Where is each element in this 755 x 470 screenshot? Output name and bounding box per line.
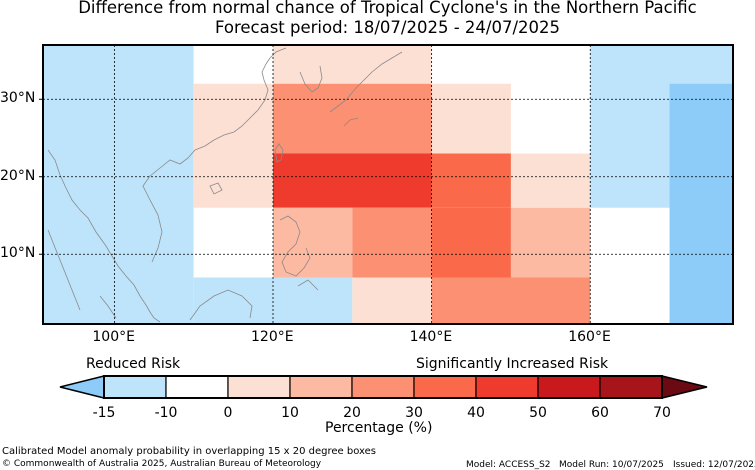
probability-cell — [352, 277, 432, 324]
probability-cell — [273, 207, 353, 278]
probability-cell — [510, 153, 591, 208]
taiwan-coastline — [274, 143, 284, 163]
colorbar-tick-label: 20 — [343, 405, 361, 421]
probability-cell — [193, 83, 273, 208]
footer-model-run: Model Run: 10/07/2025 — [559, 460, 664, 470]
japan-coastline — [329, 51, 403, 127]
colorbar-tick-label: -15 — [92, 405, 116, 421]
colorbar-swatch — [289, 375, 353, 399]
probability-cell — [43, 45, 194, 324]
colorbar-swatch — [227, 375, 291, 399]
probability-cell — [352, 207, 432, 278]
borneo-coastline — [189, 289, 253, 321]
colorbar-swatch — [537, 375, 601, 399]
colorbar-tick-label: 0 — [223, 405, 233, 421]
map-frame — [42, 44, 734, 325]
sumatra-malay-coastline — [47, 229, 117, 319]
longitude-label: 140°E — [409, 329, 453, 345]
probability-cell — [669, 83, 733, 324]
colorbar-swatch — [103, 375, 167, 399]
colorbar — [59, 375, 708, 399]
probability-cell — [273, 83, 432, 154]
footer-model: Model: ACCESS_S2 — [466, 460, 551, 470]
reduced-risk-label: Reduced Risk — [86, 356, 181, 372]
colorbar-swatch — [351, 375, 415, 399]
colorbar-tick-label: -10 — [154, 405, 178, 421]
colorbar-tick-label: 60 — [591, 405, 609, 421]
graticule — [43, 45, 733, 324]
colorbar-tick-label: 70 — [653, 405, 671, 421]
map-title: Difference from normal chance of Tropica… — [78, 0, 697, 17]
increased-risk-label: Significantly Increased Risk — [416, 356, 609, 372]
longitude-label: 100°E — [92, 329, 135, 345]
philippines-coastline — [279, 215, 319, 291]
latitude-label: 10°N — [0, 245, 36, 262]
colorbar-under-arrow — [59, 375, 105, 399]
probability-cells — [43, 45, 733, 324]
colorbar-tick-label: 30 — [405, 405, 423, 421]
colorbar-axis-label: Percentage (%) — [325, 420, 433, 436]
probability-cell — [431, 153, 511, 208]
colorbar-swatch — [599, 375, 663, 399]
colorbar-tick-label: 40 — [467, 405, 485, 421]
probability-cell — [431, 83, 511, 154]
probability-cell — [273, 45, 432, 84]
latitude-label: 20°N — [0, 167, 36, 184]
colorbar-over-arrow — [661, 375, 708, 399]
colorbar-swatch — [475, 375, 539, 399]
footer-issued: Issued: 12/07/2025 — [673, 460, 755, 470]
probability-cell — [431, 277, 591, 324]
coastlines — [47, 47, 403, 323]
axis-ticks — [39, 98, 43, 255]
footer-note: Calibrated Model anomaly probability in … — [2, 446, 377, 457]
asia-coastline — [47, 47, 287, 323]
hainan-coastline — [209, 182, 223, 195]
probability-cell — [510, 207, 591, 278]
footer-copyright: © Commonwealth of Australia 2025, Austra… — [2, 459, 322, 469]
colorbar-tick-label: 10 — [281, 405, 299, 421]
colorbar-swatch — [413, 375, 477, 399]
longitude-label: 160°E — [568, 329, 611, 345]
colorbar-swatch — [165, 375, 229, 399]
forecast-period: Forecast period: 18/07/2025 - 24/07/2025 — [214, 18, 561, 37]
korea-coastline — [299, 65, 323, 93]
colorbar-tick-label: 50 — [529, 405, 547, 421]
latitude-label: 30°N — [0, 90, 36, 107]
probability-cell — [431, 207, 511, 278]
longitude-label: 120°E — [251, 329, 294, 345]
probability-cell — [273, 153, 432, 208]
colorbar-frame — [103, 375, 663, 399]
